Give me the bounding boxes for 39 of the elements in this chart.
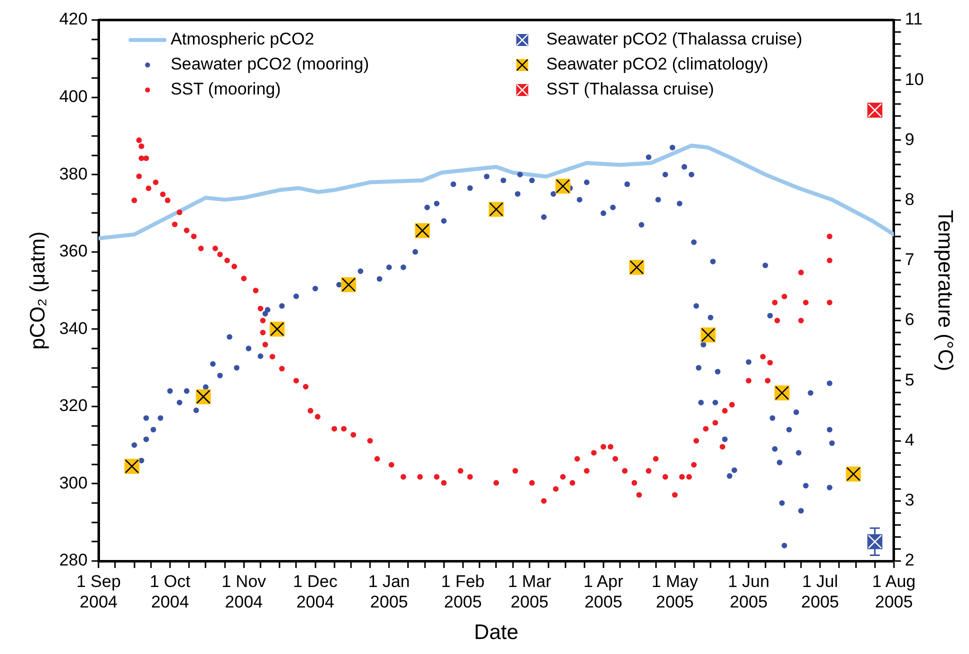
y-tick-label: 280 (59, 550, 88, 570)
y-tick-label: 380 (59, 164, 88, 184)
y2-axis-title: Temperature (°C) (934, 210, 957, 372)
y-tick-label: 360 (59, 242, 88, 261)
x-tick-label: 1 Oct 2004 (150, 572, 191, 612)
y-axis-title: pCO₂ (μatm) (26, 231, 50, 350)
legend-label: SST (Thalassa cruise) (546, 80, 714, 99)
x-tick-label: 1 Apr 2005 (584, 572, 624, 612)
x-tick-label: 1 Mar 2005 (508, 572, 552, 612)
y2-tick-label: 2 (904, 550, 914, 570)
legend-label: SST (mooring) (170, 80, 281, 99)
legend-label: Seawater pCO2 (mooring) (170, 54, 369, 74)
x-tick-label: 1 May 2005 (652, 572, 698, 612)
y2-tick-label: 7 (904, 250, 914, 270)
x-tick-label: 1 Dec 2004 (293, 572, 338, 612)
y2-tick-label: 5 (904, 370, 914, 390)
x-tick-label: 1 Jul 2005 (801, 572, 839, 612)
y2-tick-label: 3 (904, 490, 914, 510)
x-tick-label: 1 Aug 2005 (872, 572, 916, 612)
legend-label: Atmospheric pCO2 (170, 30, 314, 49)
x-tick-label: 1 Jan 2005 (368, 572, 410, 612)
x-tick-label: 1 Sep 2004 (76, 572, 121, 612)
legend-label: Seawater pCO2 (climatology) (546, 54, 768, 74)
y2-tick-label: 10 (904, 70, 924, 89)
legend-label: Seawater pCO2 (Thalassa cruise) (546, 30, 802, 49)
y-tick-label: 300 (59, 473, 88, 492)
y-tick-label: 400 (59, 86, 88, 106)
x-tick-label: 1 Feb 2005 (441, 572, 485, 612)
y2-tick-label: 6 (904, 310, 914, 330)
x-axis-title: Date (474, 621, 518, 644)
x-tick-label: 1 Jun 2005 (728, 572, 770, 612)
y-tick-label: 320 (59, 396, 88, 416)
y2-tick-label: 4 (904, 430, 914, 450)
y2-tick-label: 11 (904, 10, 923, 29)
x-tick-label: 1 Nov 2004 (222, 572, 267, 612)
y2-tick-label: 9 (904, 130, 914, 149)
y-tick-label: 340 (59, 318, 88, 338)
y2-tick-label: 8 (904, 190, 914, 210)
y-tick-label: 420 (59, 10, 88, 29)
